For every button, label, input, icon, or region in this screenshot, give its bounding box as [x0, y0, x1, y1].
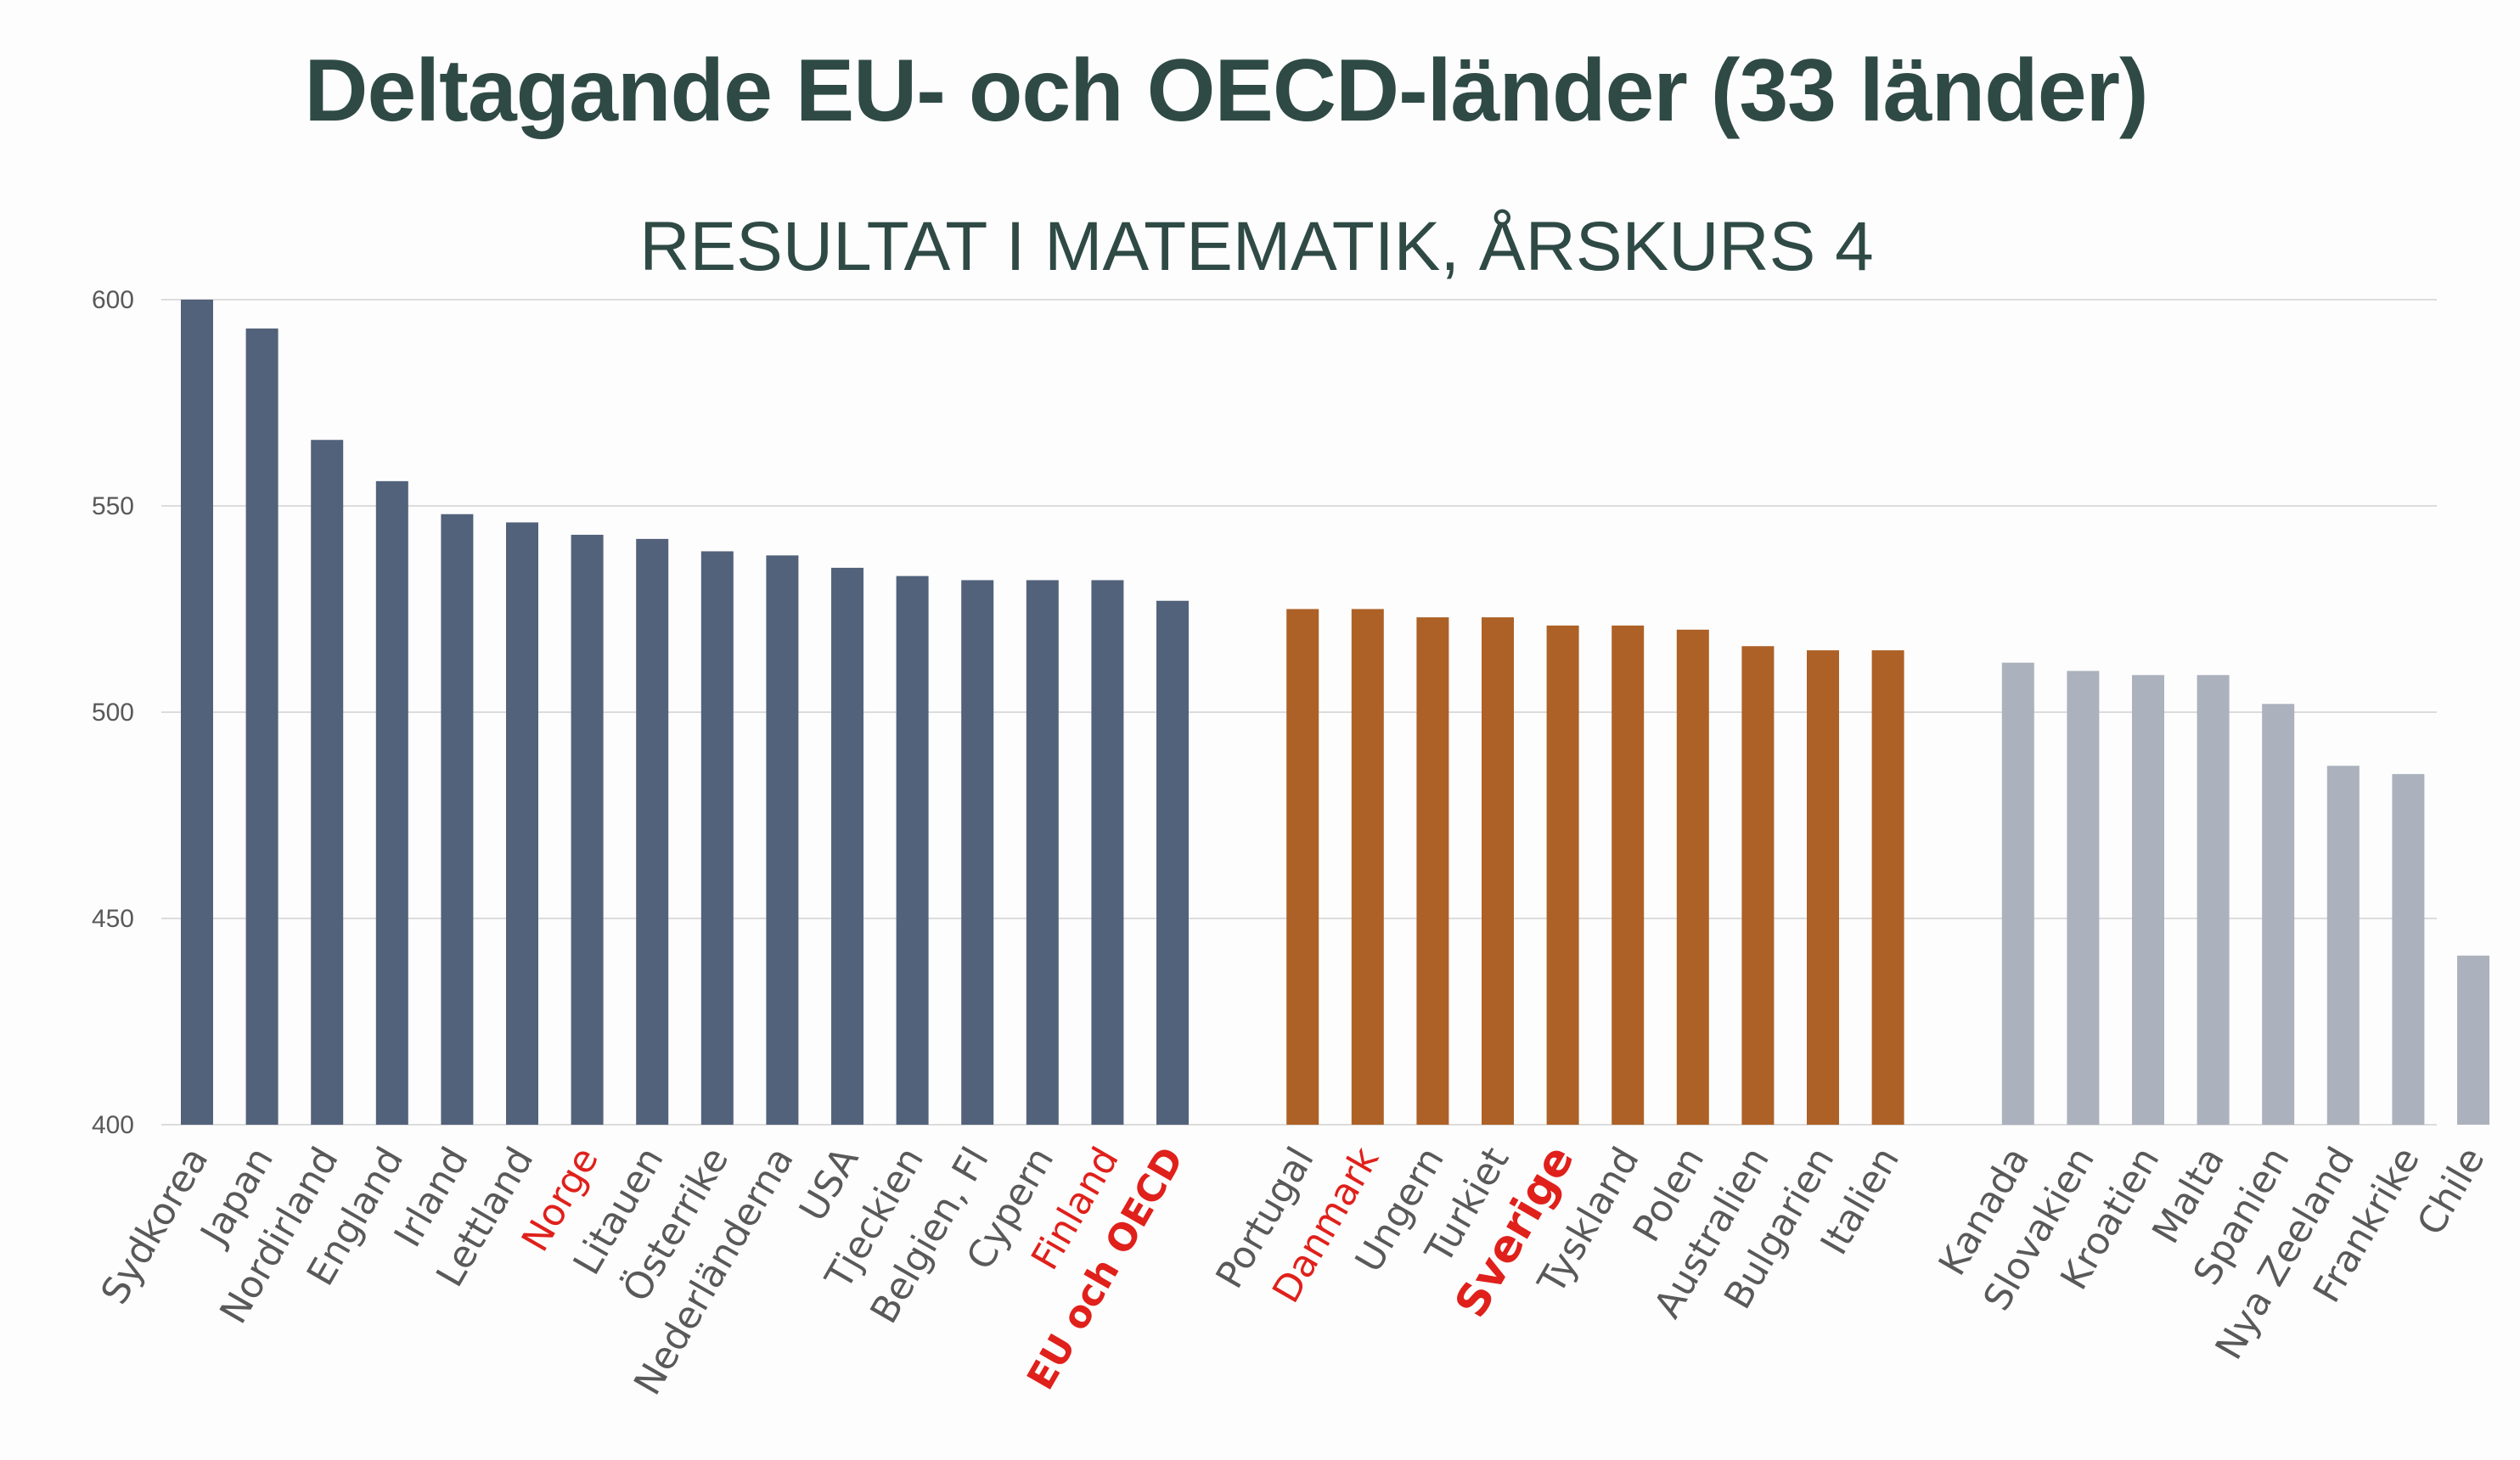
y-tick-label: 500	[92, 699, 134, 727]
bar	[311, 440, 344, 1125]
bar	[831, 567, 863, 1125]
bar	[571, 535, 604, 1125]
slide-title: Deltagande EU- och OECD-länder (33 lände…	[304, 42, 2148, 140]
bar	[245, 328, 278, 1125]
bar	[896, 576, 929, 1125]
bar	[1286, 609, 1319, 1125]
bar	[181, 300, 213, 1125]
bar	[2132, 675, 2164, 1125]
bar	[700, 551, 734, 1125]
bar	[1482, 617, 1514, 1125]
bar	[375, 480, 408, 1125]
bar	[636, 538, 669, 1125]
chart-title: RESULTAT I MATEMATIK, ÅRSKURS 4	[639, 208, 1873, 285]
bar	[2326, 766, 2360, 1125]
bar	[1676, 629, 1709, 1125]
x-tick-label: Chile	[2409, 1140, 2493, 1243]
bar	[1091, 580, 1124, 1125]
bar	[441, 514, 474, 1125]
bar	[1351, 609, 1384, 1125]
bar	[2262, 704, 2295, 1125]
bar	[1871, 650, 1904, 1125]
bar	[1546, 625, 1579, 1125]
y-tick-label: 400	[92, 1111, 134, 1139]
bar	[506, 522, 538, 1125]
bar	[1156, 600, 1189, 1125]
bar	[2001, 662, 2034, 1125]
bar	[766, 555, 799, 1125]
bar	[2067, 671, 2100, 1125]
y-tick-label: 600	[92, 286, 134, 314]
bar	[1741, 646, 1775, 1125]
bar	[2457, 955, 2489, 1125]
bar	[1416, 617, 1449, 1125]
y-tick-label: 550	[92, 492, 134, 520]
bar	[1612, 625, 1645, 1125]
bar	[2197, 675, 2230, 1125]
bar	[2392, 773, 2425, 1125]
bar	[961, 580, 994, 1125]
bar	[1026, 580, 1059, 1125]
y-tick-label: 450	[92, 905, 134, 933]
bar	[1807, 650, 1839, 1125]
